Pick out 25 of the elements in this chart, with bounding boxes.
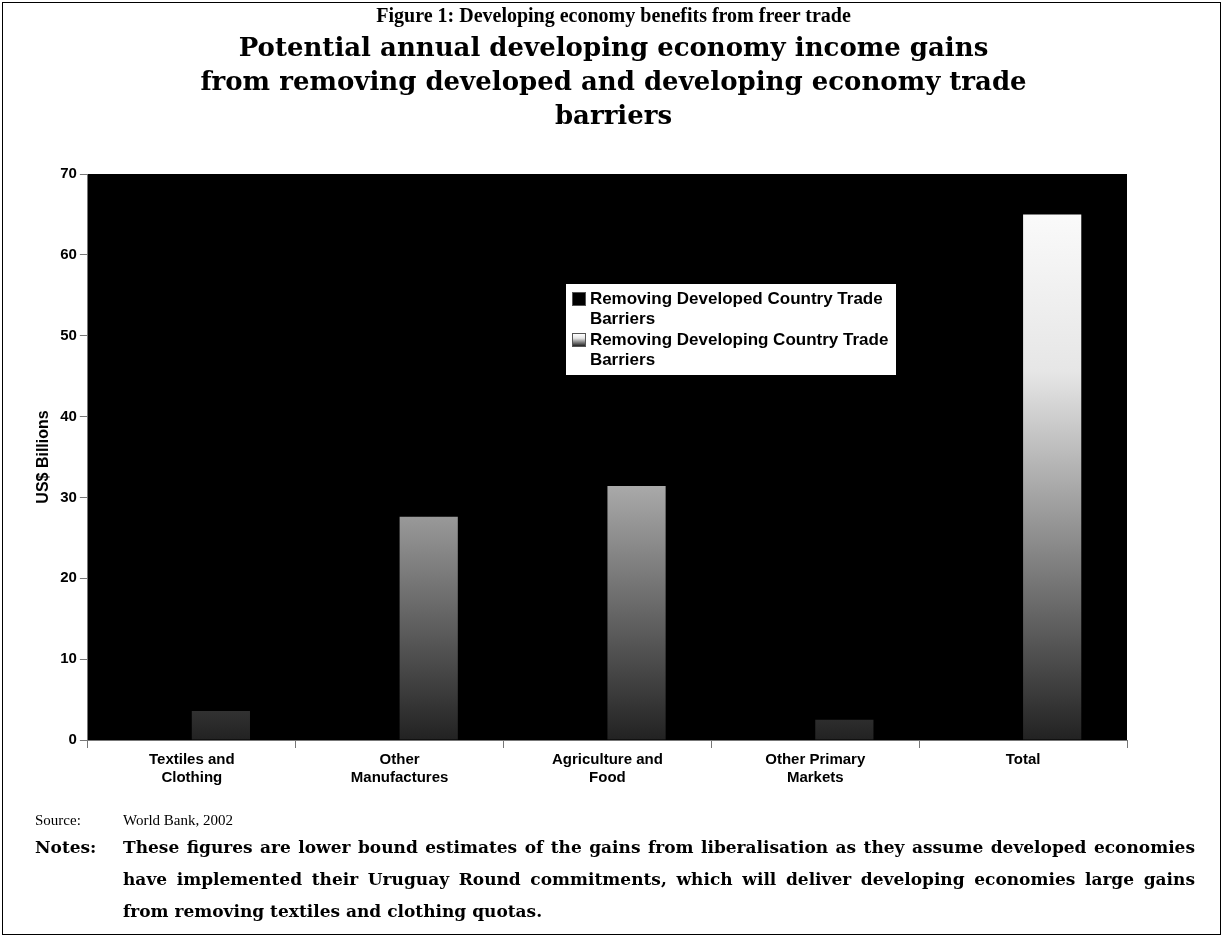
y-tick-label: 70 bbox=[60, 164, 77, 182]
x-tick-label: Other Primary Markets bbox=[765, 750, 866, 786]
y-tick-label: 0 bbox=[68, 730, 77, 748]
text: Source: World Bank, 2002 bbox=[35, 812, 234, 828]
text: Notes: These figures are lower bound estimates of the gains from liberalisation as they assume developed economies have implemented their Uruguay Round commitments, which will deliver developing economies large gains from removing textiles and clothing quotas. bbox=[35, 837, 1195, 921]
x-tick-label: Total bbox=[1005, 750, 1041, 768]
y-tick-label: 60 bbox=[60, 245, 77, 262]
legend-label: Removing Developed Country Trade Barriers bbox=[589, 289, 884, 329]
legend-label: Removing Developing Country Trade Barriers bbox=[589, 330, 890, 370]
x-tick-label: Agriculture and Food bbox=[552, 750, 663, 786]
bar bbox=[607, 486, 666, 740]
x-tick-label: Textiles and Clothing bbox=[149, 750, 235, 786]
x-tick-label: Other Manufactures bbox=[350, 750, 449, 786]
y-tick-label: 50 bbox=[60, 325, 77, 343]
bar bbox=[399, 516, 458, 740]
chart-title: Figure 1: Developing economy benefits from freer trade bbox=[375, 4, 852, 27]
y-axis-title: US$ Billions bbox=[34, 410, 52, 504]
y-tick-label: 20 bbox=[60, 568, 77, 586]
bar bbox=[191, 710, 250, 740]
bar bbox=[1023, 214, 1082, 740]
y-tick-label: 40 bbox=[60, 406, 77, 424]
y-tick-label: 30 bbox=[60, 487, 77, 505]
y-tick-label: 10 bbox=[60, 649, 77, 667]
chart-subtitle: Potential annual developing economy income gains from removing developed and developing economy trade barriers bbox=[200, 31, 1027, 132]
bar bbox=[815, 719, 874, 740]
